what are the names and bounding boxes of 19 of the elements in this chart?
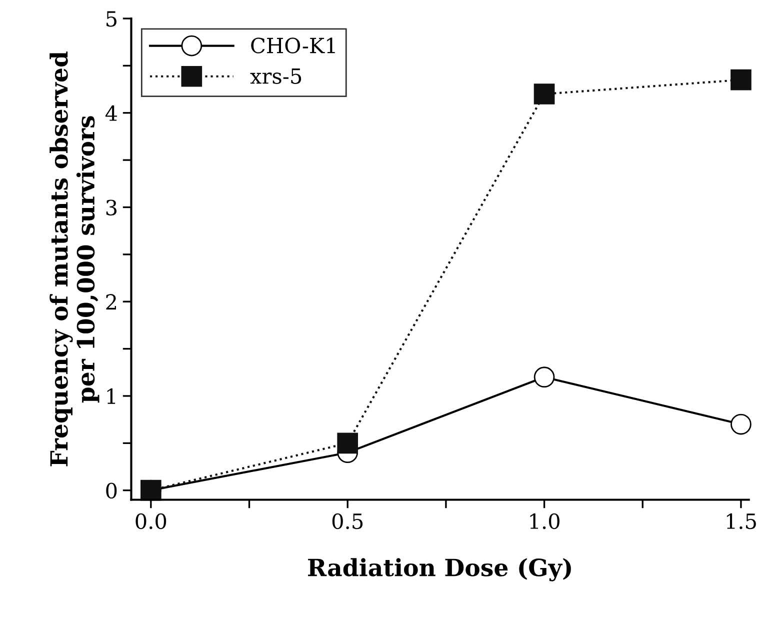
- y-tick-label: 2: [106, 294, 116, 310]
- x-tick-label: 1.5: [726, 513, 756, 530]
- x-tick-label: 0.5: [332, 513, 363, 530]
- legend-label: xrs-5: [250, 68, 302, 84]
- legend-label: CHO-K1: [251, 38, 335, 54]
- y-tick-label: 5: [106, 11, 116, 27]
- x-tick-label: 0.0: [136, 513, 166, 530]
- y-tick-label: 1: [107, 388, 116, 404]
- x-axis-title: Radiation Dose (Gy): [308, 558, 571, 582]
- y-tick-label: 4: [105, 105, 117, 121]
- point: [534, 84, 555, 104]
- y-axis-title: Frequency of mutants observed per 100,000 survivors: [50, 52, 100, 466]
- x-tick-label: 1.0: [530, 513, 560, 530]
- point: [730, 414, 752, 435]
- point: [534, 366, 555, 388]
- y-tick-label: 0: [106, 482, 117, 499]
- point: [337, 432, 358, 454]
- point: [730, 69, 752, 90]
- y-tick-label: 3: [106, 200, 116, 216]
